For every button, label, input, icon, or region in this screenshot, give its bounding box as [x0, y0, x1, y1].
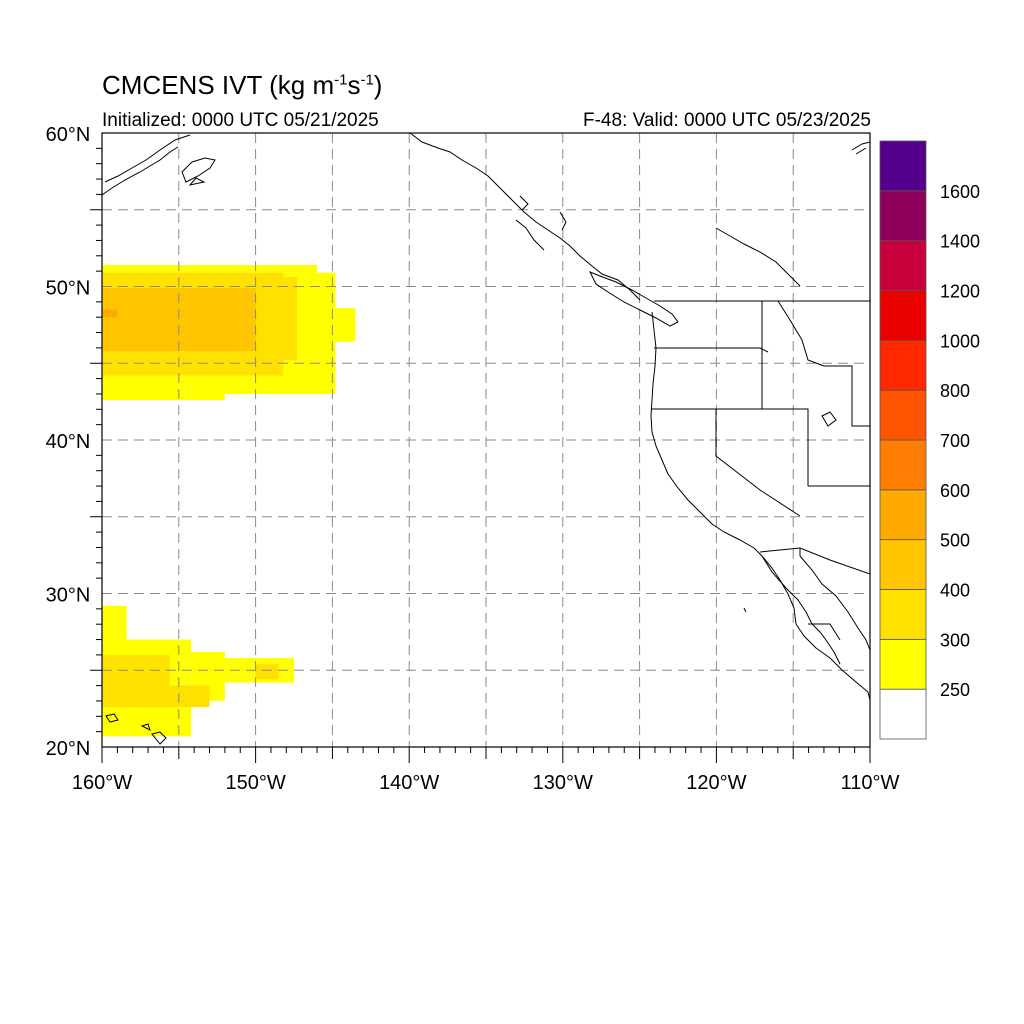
ivt-cell — [255, 664, 279, 680]
border-idaho — [761, 300, 870, 427]
x-tick-label: 120°W — [686, 772, 746, 794]
canada-interior-lakes — [715, 227, 801, 287]
colorbar-label: 700 — [940, 431, 970, 451]
border-or-ca-nv — [651, 408, 809, 517]
ivt-cell — [102, 393, 225, 401]
border-mexico — [799, 548, 841, 641]
colorbar-label: 800 — [940, 381, 970, 401]
pacific-northwest-coast — [650, 311, 870, 701]
ivt-cell — [102, 309, 118, 318]
colorbar-box — [879, 190, 927, 242]
y-tick-label: 20°N — [46, 738, 91, 760]
title-end: ) — [373, 70, 383, 100]
x-tick-label: 150°W — [225, 772, 285, 794]
y-tick-label: 60°N — [46, 124, 91, 146]
colorbar-label: 250 — [940, 680, 970, 700]
y-tick-label: 30°N — [46, 585, 91, 607]
colorbar-box — [879, 638, 927, 690]
coastlines — [102, 133, 870, 745]
colorbar-label: 1000 — [940, 331, 980, 351]
x-tick-label: 140°W — [379, 772, 439, 794]
colorbar-label: 600 — [940, 481, 970, 501]
title-exponent-1: -1 — [334, 71, 348, 89]
hawaii-big-island-coast — [105, 713, 167, 745]
border-wa-or — [654, 347, 769, 353]
alaska-peninsula-coast — [102, 134, 191, 196]
colorbar-label: 1600 — [940, 182, 980, 202]
title-main: CMCENS IVT (kg m — [102, 70, 335, 100]
ivt-cell — [317, 307, 356, 342]
vancouver-island-coast — [588, 271, 679, 327]
ivt-cell — [102, 265, 318, 273]
colorbar-box — [879, 539, 927, 590]
colorbar-label: 1200 — [940, 282, 980, 302]
colorbar-box — [879, 140, 927, 192]
axis-ticks: 160°W 150°W 140°W 130°W 120°W 110°W 60°N 50°N 40… — [46, 124, 900, 794]
y-tick-label: 50°N — [46, 278, 91, 300]
colorbar-label: 300 — [940, 630, 970, 650]
colorbar-box — [879, 290, 927, 341]
x-tick-label: 160°W — [72, 772, 132, 794]
ivt-cell — [102, 685, 210, 708]
chart-title: CMCENS IVT (kg m-1s-1) — [102, 70, 382, 101]
ivt-shading-layer — [102, 265, 356, 737]
colorbar-label: 1400 — [940, 232, 980, 252]
title-exponent-2: -1 — [360, 71, 374, 89]
colorbar-box — [879, 389, 927, 441]
colorbar-box — [879, 489, 927, 541]
colorbar-label: 400 — [940, 581, 970, 601]
colorbar-box — [879, 240, 927, 291]
initialized-text: Initialized: 0000 UTC 05/21/2025 — [102, 110, 379, 131]
colorbar-box — [879, 688, 927, 740]
x-tick-label: 110°W — [841, 772, 900, 794]
colorbar-box — [879, 439, 927, 491]
colorbar-box — [879, 339, 927, 391]
bc-islands-coast — [515, 195, 567, 251]
ivt-cell — [108, 294, 215, 339]
title-mid: s — [347, 70, 361, 100]
gridlines — [102, 133, 870, 747]
colorbar-box — [879, 589, 927, 640]
valid-time-text: F-48: Valid: 0000 UTC 05/23/2025 — [583, 110, 871, 131]
haida-gwaii-coast — [851, 141, 870, 155]
colorbar-label: 500 — [940, 531, 970, 551]
baja-peninsula-coast — [761, 555, 870, 665]
kodiak-island-coast — [181, 157, 216, 186]
colorbar: 250 300 400 500 600 700 800 1000 1200 1400 1600 — [879, 140, 980, 740]
border-az-nm — [759, 485, 870, 575]
y-tick-label: 40°N — [46, 431, 91, 453]
alaska-panhandle-coast — [409, 133, 641, 301]
gulf-islands-small — [743, 411, 837, 613]
x-tick-label: 130°W — [533, 772, 593, 794]
